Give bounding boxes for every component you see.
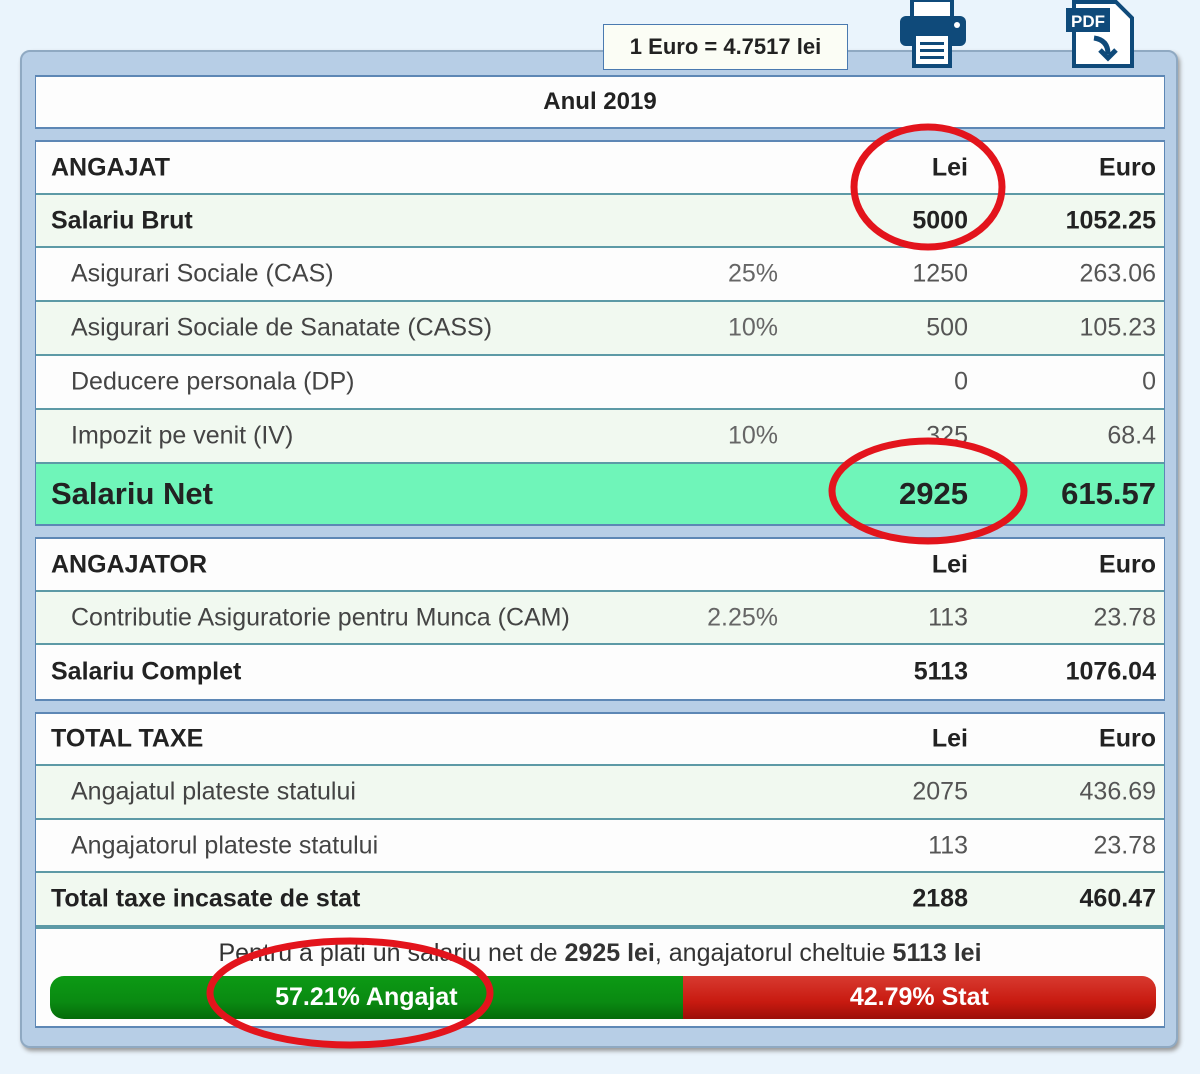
- cell: 2925: [899, 476, 968, 511]
- cell: 23.78: [1093, 831, 1156, 859]
- cell: 5113: [913, 657, 968, 686]
- cell: 105.23: [1079, 313, 1156, 342]
- cell: Contributie Asiguratorie pentru Munca (C…: [71, 603, 570, 631]
- total-taxe-section: TOTAL TAXE Lei Euro Angajatul plateste sta…: [35, 712, 1165, 1028]
- cell: 1250: [912, 259, 968, 288]
- cell: 1052.25: [1065, 206, 1156, 234]
- cell: 113: [928, 603, 968, 631]
- cell: 25%: [727, 259, 778, 288]
- cell: Euro: [1099, 550, 1156, 578]
- cell: 325: [926, 421, 968, 450]
- exchange-rate: 1 Euro = 4.7517 lei: [603, 24, 848, 70]
- row-total-taxe: Total taxe incasate de stat 2188 460.47: [36, 873, 1164, 927]
- cell: 500: [926, 313, 968, 342]
- cell: 263.06: [1079, 259, 1156, 288]
- cell: Euro: [1099, 153, 1156, 181]
- cell: 1076.04: [1065, 657, 1156, 686]
- row-dp: Deducere personala (DP) 0 0: [36, 356, 1164, 410]
- year-title: Anul 2019: [36, 77, 1164, 127]
- row-angajator-taxe: Angajatorul plateste statului 113 23.78: [36, 820, 1164, 873]
- cell: ANGAJATOR: [51, 550, 208, 578]
- year-header: Anul 2019: [35, 75, 1165, 129]
- row-salariu-net: Salariu Net 2925 615.57: [36, 464, 1164, 524]
- cell: Impozit pe venit (IV): [71, 421, 294, 450]
- cell: 0: [954, 367, 968, 396]
- cell: 68.4: [1107, 421, 1156, 450]
- pdf-download-icon[interactable]: PDF: [1064, 0, 1136, 70]
- row-iv: Impozit pe venit (IV) 10% 325 68.4: [36, 410, 1164, 464]
- cell: 0: [1142, 367, 1156, 396]
- cell: 5000: [912, 206, 968, 234]
- cell: 615.57: [1061, 476, 1156, 511]
- cell: 2.25%: [707, 603, 778, 631]
- cell: Lei: [931, 724, 968, 753]
- row-salariu-complet: Salariu Complet 5113 1076.04: [36, 645, 1164, 699]
- state-share-bar: 42.79% Stat: [682, 976, 1156, 1019]
- section-header: ANGAJAT Lei Euro: [36, 142, 1164, 195]
- cell: Salariu Complet: [51, 657, 242, 686]
- cell: 436.69: [1079, 777, 1156, 806]
- summary-text: Pentru a plati un salariu net de 2925 le…: [218, 939, 982, 967]
- angajat-section: ANGAJAT Lei Euro Salariu Brut 5000 1052.25 A…: [35, 140, 1165, 526]
- cell: Asigurari Sociale (CAS): [71, 259, 334, 288]
- cell: Lei: [931, 550, 968, 578]
- row-cam: Contributie Asiguratorie pentru Munca (C…: [36, 592, 1164, 645]
- employee-share-bar: 57.21% Angajat: [50, 976, 683, 1019]
- row-angajat-taxe: Angajatul plateste statului 2075 436.69: [36, 766, 1164, 820]
- printer-icon[interactable]: [898, 0, 968, 68]
- cell: 113: [928, 831, 968, 859]
- cell: 2075: [912, 777, 968, 806]
- svg-text:PDF: PDF: [1071, 12, 1105, 31]
- section-header: TOTAL TAXE Lei Euro: [36, 714, 1164, 766]
- cell: Lei: [931, 153, 968, 181]
- cell: 2188: [912, 884, 968, 913]
- angajator-section: ANGAJATOR Lei Euro Contributie Asiguratori…: [35, 537, 1165, 701]
- cell: Salariu Net: [51, 476, 213, 511]
- cell: Euro: [1099, 724, 1156, 753]
- cell: 460.47: [1079, 884, 1156, 913]
- split-bar: 57.21% Angajat 42.79% Stat: [50, 976, 1156, 1019]
- cell: ANGAJAT: [51, 153, 170, 181]
- row-cas: Asigurari Sociale (CAS) 25% 1250 263.06: [36, 248, 1164, 302]
- cell: 10%: [727, 421, 778, 450]
- cell: 23.78: [1093, 603, 1156, 631]
- salary-panel: Anul 2019 ANGAJAT Lei Euro Salariu Brut 500…: [20, 50, 1178, 1048]
- cell: Total taxe incasate de stat: [51, 884, 361, 913]
- cell: Angajatorul plateste statului: [71, 831, 379, 859]
- row-cass: Asigurari Sociale de Sanatate (CASS) 10% 5…: [36, 302, 1164, 356]
- cell: 10%: [727, 313, 778, 342]
- cell: TOTAL TAXE: [51, 724, 204, 753]
- row-salariu-brut: Salariu Brut 5000 1052.25: [36, 195, 1164, 248]
- summary: Pentru a plati un salariu net de 2925 le…: [36, 927, 1164, 1026]
- cell: Asigurari Sociale de Sanatate (CASS): [71, 313, 493, 342]
- cell: Angajatul plateste statului: [71, 777, 356, 806]
- cell: Deducere personala (DP): [71, 367, 355, 396]
- cell: Salariu Brut: [51, 206, 193, 234]
- section-header: ANGAJATOR Lei Euro: [36, 539, 1164, 592]
